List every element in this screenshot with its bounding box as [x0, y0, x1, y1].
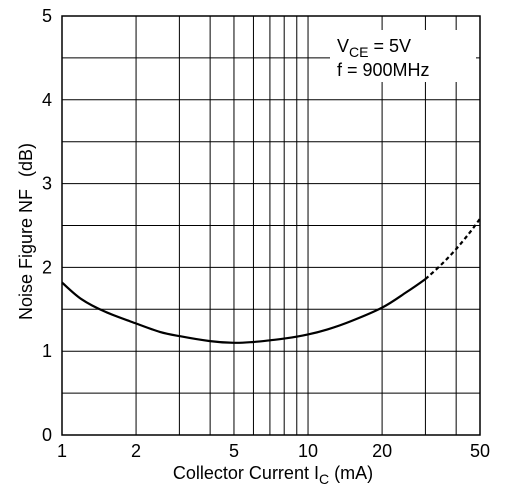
- y-axis-title-unit: (dB): [16, 143, 36, 177]
- annotation-vce-sub: CE: [349, 44, 368, 60]
- annotation-background: [330, 30, 476, 82]
- annotations: VCE = 5V f = 900MHz: [330, 30, 476, 82]
- series-line-extrapolated: [424, 218, 481, 280]
- annotation-vce-rest: = 5V: [368, 36, 411, 56]
- y-tick-label: 4: [42, 90, 52, 110]
- plot-frame: [61, 15, 481, 436]
- annotation-vce-main: V: [337, 36, 349, 56]
- x-tick-label: 50: [470, 441, 490, 461]
- x-tick-label: 20: [372, 441, 392, 461]
- x-axis-title-main: Collector Current I: [173, 463, 319, 483]
- y-tick-label: 5: [42, 6, 52, 26]
- annotation-vce: VCE = 5V: [337, 36, 411, 60]
- x-axis-title: Collector Current IC (mA): [173, 463, 373, 487]
- x-axis-title-unit: (mA): [329, 463, 373, 483]
- x-axis-title-sub: C: [319, 471, 329, 487]
- y-tick-label: 0: [42, 425, 52, 445]
- series-lines: [61, 218, 481, 344]
- series-line: [61, 278, 427, 344]
- x-tick-label: 10: [298, 441, 318, 461]
- annotation-frequency: f = 900MHz: [337, 60, 430, 80]
- y-axis-title: Noise Figure NF (dB): [16, 143, 36, 320]
- y-axis-title-main: Noise Figure NF: [16, 189, 36, 320]
- x-tick-label: 1: [57, 441, 67, 461]
- y-tick-label: 3: [42, 174, 52, 194]
- y-tick-label: 2: [42, 257, 52, 277]
- y-tick-label: 1: [42, 341, 52, 361]
- x-tick-label: 5: [229, 441, 239, 461]
- x-tick-label: 2: [131, 441, 141, 461]
